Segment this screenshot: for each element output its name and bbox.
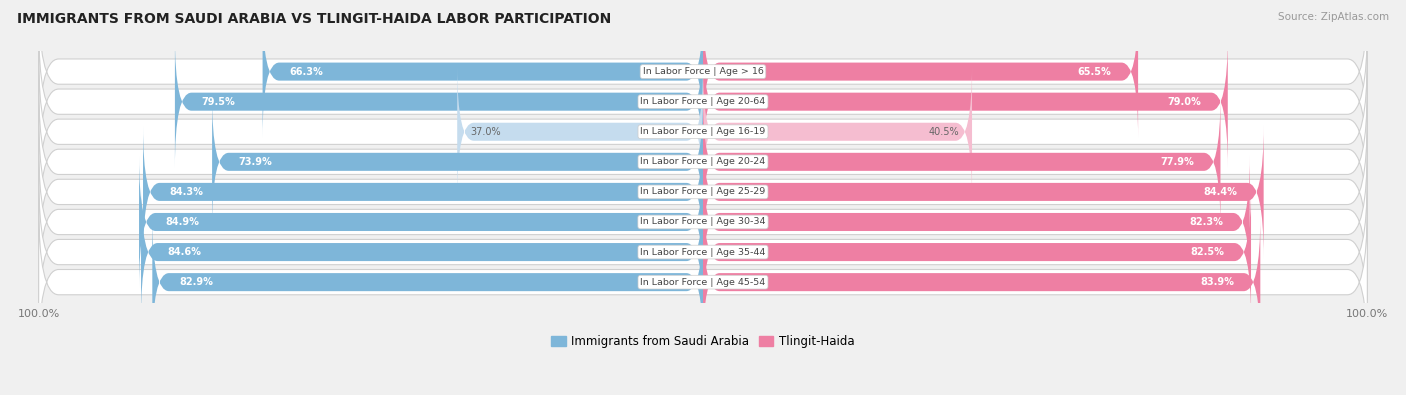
- FancyBboxPatch shape: [703, 156, 1250, 288]
- FancyBboxPatch shape: [38, 114, 1368, 269]
- FancyBboxPatch shape: [703, 66, 972, 198]
- Text: 82.9%: 82.9%: [179, 277, 212, 287]
- FancyBboxPatch shape: [152, 216, 703, 348]
- Legend: Immigrants from Saudi Arabia, Tlingit-Haida: Immigrants from Saudi Arabia, Tlingit-Ha…: [547, 331, 859, 353]
- Text: In Labor Force | Age 35-44: In Labor Force | Age 35-44: [640, 248, 766, 257]
- Text: 84.4%: 84.4%: [1204, 187, 1237, 197]
- FancyBboxPatch shape: [38, 84, 1368, 239]
- Text: 83.9%: 83.9%: [1199, 277, 1233, 287]
- Text: 84.3%: 84.3%: [170, 187, 204, 197]
- Text: In Labor Force | Age 20-24: In Labor Force | Age 20-24: [640, 157, 766, 166]
- Text: 82.5%: 82.5%: [1191, 247, 1225, 257]
- Text: 79.0%: 79.0%: [1167, 97, 1201, 107]
- FancyBboxPatch shape: [212, 96, 703, 228]
- Text: 73.9%: 73.9%: [239, 157, 273, 167]
- Text: 79.5%: 79.5%: [201, 97, 235, 107]
- Text: 84.9%: 84.9%: [166, 217, 200, 227]
- FancyBboxPatch shape: [38, 54, 1368, 209]
- Text: 77.9%: 77.9%: [1160, 157, 1194, 167]
- FancyBboxPatch shape: [457, 66, 703, 198]
- Text: 66.3%: 66.3%: [290, 67, 323, 77]
- Text: 40.5%: 40.5%: [928, 127, 959, 137]
- Text: 84.6%: 84.6%: [167, 247, 201, 257]
- FancyBboxPatch shape: [703, 6, 1137, 138]
- FancyBboxPatch shape: [38, 205, 1368, 360]
- Text: 65.5%: 65.5%: [1078, 67, 1112, 77]
- Text: IMMIGRANTS FROM SAUDI ARABIA VS TLINGIT-HAIDA LABOR PARTICIPATION: IMMIGRANTS FROM SAUDI ARABIA VS TLINGIT-…: [17, 12, 612, 26]
- Text: In Labor Force | Age 30-34: In Labor Force | Age 30-34: [640, 218, 766, 226]
- Text: In Labor Force | Age > 16: In Labor Force | Age > 16: [643, 67, 763, 76]
- FancyBboxPatch shape: [38, 145, 1368, 299]
- Text: 37.0%: 37.0%: [471, 127, 501, 137]
- Text: In Labor Force | Age 25-29: In Labor Force | Age 25-29: [640, 187, 766, 196]
- FancyBboxPatch shape: [139, 156, 703, 288]
- FancyBboxPatch shape: [174, 36, 703, 168]
- Text: In Labor Force | Age 20-64: In Labor Force | Age 20-64: [640, 97, 766, 106]
- Text: Source: ZipAtlas.com: Source: ZipAtlas.com: [1278, 12, 1389, 22]
- FancyBboxPatch shape: [703, 186, 1251, 318]
- FancyBboxPatch shape: [703, 36, 1227, 168]
- FancyBboxPatch shape: [703, 216, 1260, 348]
- Text: 82.3%: 82.3%: [1189, 217, 1223, 227]
- FancyBboxPatch shape: [38, 24, 1368, 179]
- FancyBboxPatch shape: [38, 175, 1368, 330]
- FancyBboxPatch shape: [141, 186, 703, 318]
- FancyBboxPatch shape: [263, 6, 703, 138]
- Text: In Labor Force | Age 45-54: In Labor Force | Age 45-54: [640, 278, 766, 287]
- FancyBboxPatch shape: [143, 126, 703, 258]
- Text: In Labor Force | Age 16-19: In Labor Force | Age 16-19: [640, 127, 766, 136]
- FancyBboxPatch shape: [703, 126, 1264, 258]
- FancyBboxPatch shape: [38, 0, 1368, 149]
- FancyBboxPatch shape: [703, 96, 1220, 228]
